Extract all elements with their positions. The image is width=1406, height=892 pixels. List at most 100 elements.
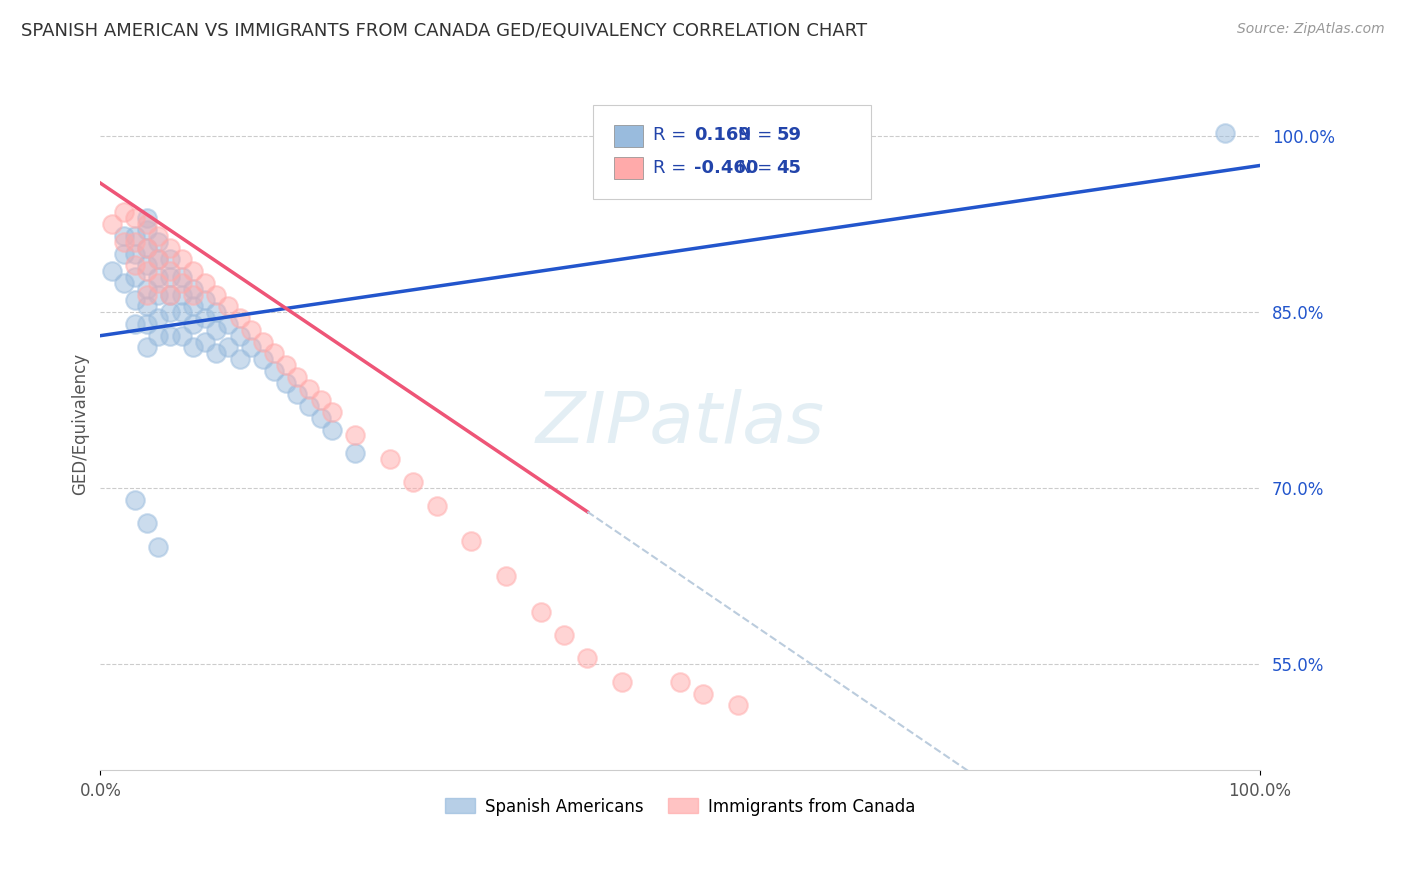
- Point: [170, 276, 193, 290]
- Point: [159, 264, 181, 278]
- Point: [148, 235, 170, 249]
- Point: [194, 293, 217, 308]
- Point: [148, 228, 170, 243]
- Point: [194, 311, 217, 326]
- Point: [263, 364, 285, 378]
- Point: [228, 311, 250, 326]
- Point: [124, 211, 146, 226]
- Point: [309, 393, 332, 408]
- Text: ZIPatlas: ZIPatlas: [536, 389, 825, 458]
- Point: [101, 217, 124, 231]
- Text: 0.169: 0.169: [695, 126, 751, 144]
- Point: [205, 346, 228, 360]
- Point: [576, 651, 599, 665]
- Point: [402, 475, 425, 490]
- Point: [274, 376, 297, 390]
- Point: [124, 228, 146, 243]
- Text: R =: R =: [654, 126, 693, 144]
- Point: [112, 276, 135, 290]
- Point: [217, 340, 239, 354]
- Point: [135, 241, 157, 255]
- Point: [148, 252, 170, 267]
- Point: [135, 241, 157, 255]
- Point: [148, 311, 170, 326]
- Point: [298, 382, 321, 396]
- Point: [612, 675, 634, 690]
- Point: [181, 287, 204, 301]
- Point: [124, 293, 146, 308]
- Point: [181, 299, 204, 313]
- Point: [170, 287, 193, 301]
- Point: [124, 246, 146, 260]
- Point: [135, 258, 157, 272]
- Point: [159, 241, 181, 255]
- Point: [124, 235, 146, 249]
- Text: -0.460: -0.460: [695, 159, 758, 178]
- Point: [135, 282, 157, 296]
- Point: [112, 235, 135, 249]
- Y-axis label: GED/Equivalency: GED/Equivalency: [72, 352, 89, 495]
- Point: [135, 299, 157, 313]
- Point: [112, 205, 135, 219]
- Text: SPANISH AMERICAN VS IMMIGRANTS FROM CANADA GED/EQUIVALENCY CORRELATION CHART: SPANISH AMERICAN VS IMMIGRANTS FROM CANA…: [21, 22, 868, 40]
- Text: 59: 59: [776, 126, 801, 144]
- Point: [159, 328, 181, 343]
- Point: [135, 340, 157, 354]
- Legend: Spanish Americans, Immigrants from Canada: Spanish Americans, Immigrants from Canad…: [436, 789, 924, 824]
- Point: [159, 252, 181, 267]
- Point: [309, 410, 332, 425]
- Point: [228, 328, 250, 343]
- Point: [112, 246, 135, 260]
- Text: R =: R =: [654, 159, 693, 178]
- Point: [460, 534, 482, 549]
- Point: [380, 451, 402, 466]
- Point: [159, 305, 181, 319]
- Point: [135, 217, 157, 231]
- Point: [263, 346, 285, 360]
- Point: [148, 270, 170, 285]
- Point: [298, 399, 321, 413]
- Point: [530, 605, 553, 619]
- Point: [135, 211, 157, 226]
- Point: [135, 264, 157, 278]
- Point: [148, 540, 170, 554]
- Point: [159, 270, 181, 285]
- Point: [101, 264, 124, 278]
- Point: [194, 276, 217, 290]
- Point: [170, 270, 193, 285]
- Point: [252, 352, 274, 367]
- Point: [321, 423, 343, 437]
- Point: [170, 252, 193, 267]
- Point: [217, 317, 239, 331]
- Point: [148, 276, 170, 290]
- Point: [181, 340, 204, 354]
- Point: [553, 628, 575, 642]
- Point: [252, 334, 274, 349]
- Bar: [614, 125, 643, 146]
- Point: [135, 516, 157, 531]
- Point: [135, 287, 157, 301]
- Point: [124, 317, 146, 331]
- Point: [669, 675, 692, 690]
- Point: [217, 299, 239, 313]
- Point: [148, 252, 170, 267]
- Point: [344, 446, 367, 460]
- Point: [240, 323, 263, 337]
- Point: [170, 305, 193, 319]
- Point: [135, 223, 157, 237]
- Point: [159, 287, 181, 301]
- Text: N =: N =: [738, 126, 778, 144]
- Point: [228, 352, 250, 367]
- Point: [321, 405, 343, 419]
- Point: [181, 264, 204, 278]
- Point: [159, 287, 181, 301]
- Point: [1213, 126, 1236, 140]
- Point: [148, 287, 170, 301]
- Point: [181, 317, 204, 331]
- Point: [124, 270, 146, 285]
- Point: [426, 499, 449, 513]
- Point: [124, 258, 146, 272]
- Point: [170, 328, 193, 343]
- Point: [274, 358, 297, 372]
- Point: [112, 228, 135, 243]
